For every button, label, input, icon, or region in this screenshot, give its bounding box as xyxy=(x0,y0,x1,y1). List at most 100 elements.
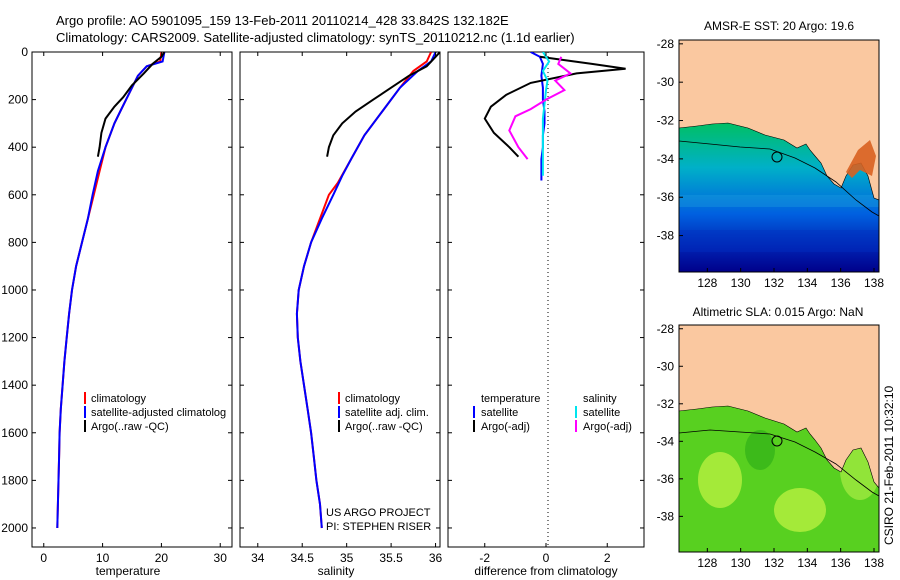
sst-map-frame xyxy=(678,39,880,273)
depth-tick-label: 600 xyxy=(8,188,28,202)
sst-map-lat-label: -30 xyxy=(657,75,675,89)
depth-tick-label: 1200 xyxy=(1,331,28,345)
temperature-xtick-label: 20 xyxy=(155,551,169,565)
sst-float-marker xyxy=(771,151,783,163)
salinity-legend: climatology satellite adj. clim. Argo(..… xyxy=(338,392,429,433)
salinity-xlabel: salinity xyxy=(318,564,355,578)
temperature-panel: 0 10 20 30 0 200 400 600 800 1000 1200 1400 1600 1800… xyxy=(1,45,233,578)
sla-map-frame xyxy=(678,324,880,553)
sla-map-lon-label: 134 xyxy=(797,556,817,570)
legend-label-temp-satellite: satellite xyxy=(481,407,518,419)
sst-cool-band xyxy=(679,195,879,207)
sla-map-lon-label: 132 xyxy=(764,556,784,570)
salinity-xtick-label: 34.5 xyxy=(291,551,315,565)
header-line-1: Argo profile: AO 5901095_159 13-Feb-2011… xyxy=(56,13,509,28)
timestamp-note: CSIRO 21-Feb-2011 10:32:10 xyxy=(882,385,896,545)
legend-label-temp-argo: Argo(-adj) xyxy=(481,421,530,433)
depth-tick-label: 0 xyxy=(21,45,28,59)
sla-anomaly-4 xyxy=(745,430,775,470)
difference-xtick-label: -2 xyxy=(479,551,490,565)
salinity-series-satellite-adj-clim xyxy=(295,52,437,529)
salinity-series-argo-raw-qc xyxy=(326,52,440,157)
sla-anomaly-1 xyxy=(698,452,742,508)
sla-map-lon-label: 130 xyxy=(731,556,751,570)
difference-series-salinity-satellite xyxy=(541,52,551,176)
sla-map-panel: Altimetric SLA: 0.015 Argo: NaN 128 130 13… xyxy=(657,305,885,570)
salinity-xtick-label: 35 xyxy=(340,551,354,565)
difference-xlabel: difference from climatology xyxy=(474,564,617,578)
sst-map-lon-label: 130 xyxy=(731,276,751,290)
sla-map-lon-label: 128 xyxy=(697,556,717,570)
sst-map-lon-label: 128 xyxy=(697,276,717,290)
salinity-xtick-label: 35.5 xyxy=(379,551,403,565)
sla-map-lat-label: -28 xyxy=(657,322,675,336)
header-line-2: Climatology: CARS2009. Satellite-adjuste… xyxy=(56,30,575,45)
difference-xtick-label: 2 xyxy=(604,551,611,565)
temperature-xtick-label: 30 xyxy=(214,551,228,565)
sla-map-lat-label: -30 xyxy=(657,359,675,373)
sla-map-lat-label: -34 xyxy=(657,434,675,448)
salinity-xtick-label: 34 xyxy=(251,551,265,565)
sst-deep-band xyxy=(679,230,879,252)
sst-map-lat-label: -38 xyxy=(657,229,675,243)
sst-map-lat-label: -36 xyxy=(657,190,675,204)
legend-label-satellite: satellite adj. clim. xyxy=(345,407,429,419)
depth-tick-label: 800 xyxy=(8,235,28,249)
sst-map-lon-label: 132 xyxy=(764,276,784,290)
sst-map-title: AMSR-E SST: 20 Argo: 19.6 xyxy=(704,19,854,33)
temperature-xlabel: temperature xyxy=(96,564,161,578)
difference-legend: temperature salinity satellite Argo(-adj… xyxy=(473,393,632,433)
pi-annotation: PI: STEPHEN RISER xyxy=(326,521,431,533)
legend-label-satellite: satellite-adjusted climatolog xyxy=(91,407,226,419)
legend-header-temperature: temperature xyxy=(481,393,540,405)
legend-label-sal-satellite: satellite xyxy=(583,407,620,419)
temperature-xtick-label: 0 xyxy=(40,551,47,565)
legend-label-argo: Argo(..raw -QC) xyxy=(91,421,169,433)
legend-label-climatology: climatology xyxy=(91,393,147,405)
salinity-axes-box xyxy=(239,51,441,548)
sla-land xyxy=(679,325,879,489)
temperature-xtick-label: 10 xyxy=(96,551,110,565)
sla-anomaly-2 xyxy=(774,488,826,532)
legend-header-salinity: salinity xyxy=(583,393,617,405)
temperature-legend: climatology satellite-adjusted climatolo… xyxy=(84,392,226,433)
salinity-xtick-label: 36 xyxy=(429,551,443,565)
sst-land xyxy=(679,40,879,201)
salinity-panel: 34 34.5 35 35.5 36 salinity climatology sate… xyxy=(239,51,443,578)
sst-map-lat-label: -28 xyxy=(657,37,675,51)
legend-label-climatology: climatology xyxy=(345,393,401,405)
sla-float-marker xyxy=(771,435,783,447)
difference-series-salinity-argo-adj xyxy=(508,56,573,160)
difference-axes-box xyxy=(447,51,645,548)
difference-xtick-label: 0 xyxy=(543,551,550,565)
sla-map-lat-label: -32 xyxy=(657,397,675,411)
depth-tick-label: 2000 xyxy=(1,521,28,535)
sla-map-lon-label: 136 xyxy=(831,556,851,570)
sla-map-lon-label: 138 xyxy=(864,556,884,570)
sla-map-lat-label: -38 xyxy=(657,509,675,523)
sla-shelf-contour xyxy=(679,429,879,497)
sst-map-lon-label: 136 xyxy=(831,276,851,290)
depth-tick-label: 1000 xyxy=(1,283,28,297)
depth-tick-label: 400 xyxy=(8,140,28,154)
project-annotation: US ARGO PROJECT xyxy=(326,507,431,519)
sst-map-panel: AMSR-E SST: 20 Argo: 19.6 128 130 132 134 13… xyxy=(657,19,885,290)
depth-tick-label: 1400 xyxy=(1,378,28,392)
temperature-series-satellite-adjusted-climatolog xyxy=(56,52,166,529)
sst-map-lat-label: -34 xyxy=(657,152,675,166)
depth-tick-label: 200 xyxy=(8,93,28,107)
difference-panel: -2 0 2 difference from climatology tempera… xyxy=(447,51,645,578)
sst-shelf-contour xyxy=(679,140,879,217)
difference-series-temperature-argo-adj xyxy=(483,55,626,158)
sst-map-lon-label: 134 xyxy=(797,276,817,290)
legend-label-argo: Argo(..raw -QC) xyxy=(345,421,423,433)
sla-map-lat-label: -36 xyxy=(657,472,675,486)
sst-warm-gulf xyxy=(846,140,876,178)
depth-tick-label: 1600 xyxy=(1,426,28,440)
sst-map-lat-label: -32 xyxy=(657,114,675,128)
legend-label-sal-argo: Argo(-adj) xyxy=(583,421,632,433)
sst-map-lon-label: 138 xyxy=(864,276,884,290)
temperature-axes-box xyxy=(31,51,233,548)
depth-tick-label: 1800 xyxy=(1,473,28,487)
